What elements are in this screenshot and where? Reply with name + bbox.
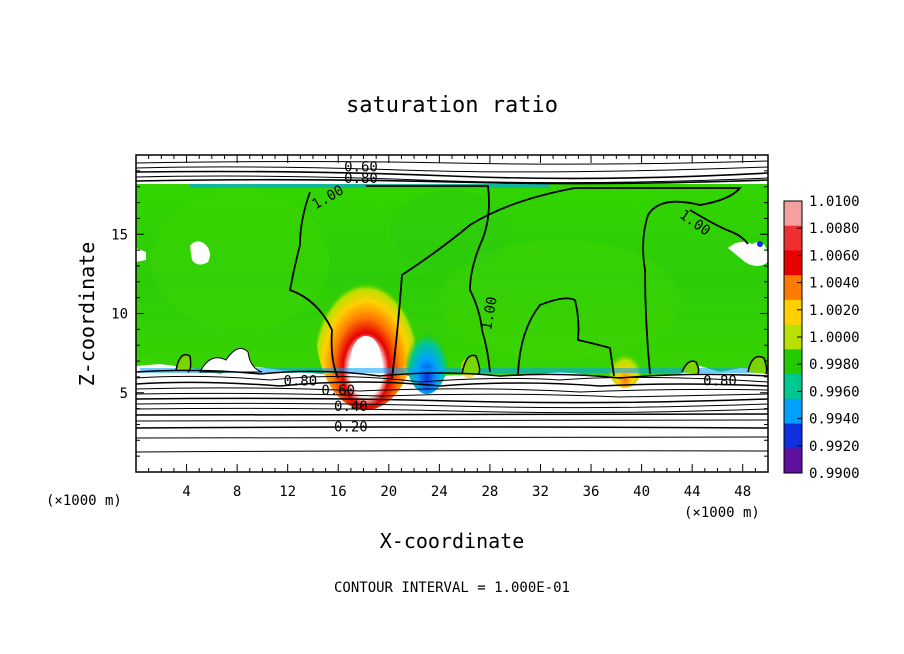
x-tick-label: 16 bbox=[330, 484, 347, 500]
plot-area: 0.600.801.001.001.000.800.600.400.200.80 bbox=[136, 155, 768, 472]
contour-label: 0.40 bbox=[334, 399, 368, 415]
chart-title: saturation ratio bbox=[346, 93, 558, 118]
contour-label: 0.80 bbox=[283, 374, 317, 390]
colorbar-swatch bbox=[784, 201, 802, 227]
x-tick-label: 24 bbox=[431, 484, 448, 500]
colorbar-swatch bbox=[784, 275, 802, 301]
x-tick-label: 4 bbox=[182, 484, 190, 500]
x-tick-label: 8 bbox=[233, 484, 241, 500]
colorbar-swatch bbox=[784, 250, 802, 276]
contour-1.00-b bbox=[366, 185, 491, 373]
contour-1.00-a bbox=[288, 191, 339, 379]
colorbar-label: 0.9920 bbox=[809, 439, 860, 455]
contour-label: 0.60 bbox=[321, 383, 355, 399]
colorbar-swatch bbox=[784, 398, 802, 425]
x-unit-right: (×1000 m) bbox=[684, 505, 760, 521]
colorbar-label: 0.9980 bbox=[809, 357, 860, 373]
x-tick-label: 12 bbox=[279, 484, 296, 500]
x-tick-label: 48 bbox=[734, 484, 751, 500]
colorbar-label: 1.0060 bbox=[809, 248, 860, 264]
y-tick-label: 5 bbox=[120, 386, 128, 402]
colorbar-label: 0.9940 bbox=[809, 412, 860, 428]
x-tick-label: 32 bbox=[532, 484, 549, 500]
colorbar-label: 1.0080 bbox=[809, 221, 860, 237]
contour-label: 0.80 bbox=[703, 374, 737, 390]
colorbar-label: 1.0040 bbox=[809, 276, 860, 292]
y-axis-ticks: 5 10 15 bbox=[111, 170, 768, 457]
colorbar-swatch bbox=[784, 324, 802, 350]
contour-label: 0.60 bbox=[344, 160, 378, 176]
colorbar-swatch bbox=[784, 299, 802, 326]
lower-contours bbox=[136, 369, 768, 453]
saturated-region bbox=[136, 184, 768, 376]
x-tick-label: 36 bbox=[583, 484, 600, 500]
x-tick-label: 20 bbox=[380, 484, 397, 500]
colorbar-swatch bbox=[784, 374, 802, 400]
y-axis-label: Z-coordinate bbox=[75, 242, 99, 387]
x-unit-left: (×1000 m) bbox=[46, 493, 122, 509]
colorbar-swatch bbox=[784, 225, 802, 251]
contour-label: 0.20 bbox=[334, 420, 368, 436]
contour-label: 0.80 bbox=[344, 171, 378, 187]
colorbar-label: 1.0100 bbox=[809, 194, 860, 210]
contour-label: 1.00 bbox=[479, 296, 501, 332]
x-tick-label: 40 bbox=[633, 484, 650, 500]
contour-interval-note: CONTOUR INTERVAL = 1.000E-01 bbox=[334, 580, 570, 596]
y-tick-label: 15 bbox=[111, 227, 128, 243]
x-tick-label: 28 bbox=[481, 484, 498, 500]
y-tick-label: 10 bbox=[111, 307, 128, 323]
colorbar-label: 0.9900 bbox=[809, 466, 860, 482]
colorbar-swatch bbox=[784, 448, 802, 474]
colorbar-label: 0.9960 bbox=[809, 384, 860, 400]
colorbar-swatch bbox=[784, 423, 802, 449]
x-axis-ticks: 4 8 12 16 20 24 28 32 36 40 44 48 bbox=[148, 155, 756, 500]
upper-contours bbox=[136, 160, 768, 185]
colorbar-label: 1.0000 bbox=[809, 330, 860, 346]
colorbar-swatch bbox=[784, 349, 802, 375]
colorbar: 1.0100 1.0080 1.0060 1.0040 1.0020 1.0000 0.99… bbox=[783, 194, 860, 482]
x-tick-label: 44 bbox=[684, 484, 701, 500]
x-axis-label: X-coordinate bbox=[380, 529, 525, 553]
colorbar-label: 1.0020 bbox=[809, 303, 860, 319]
